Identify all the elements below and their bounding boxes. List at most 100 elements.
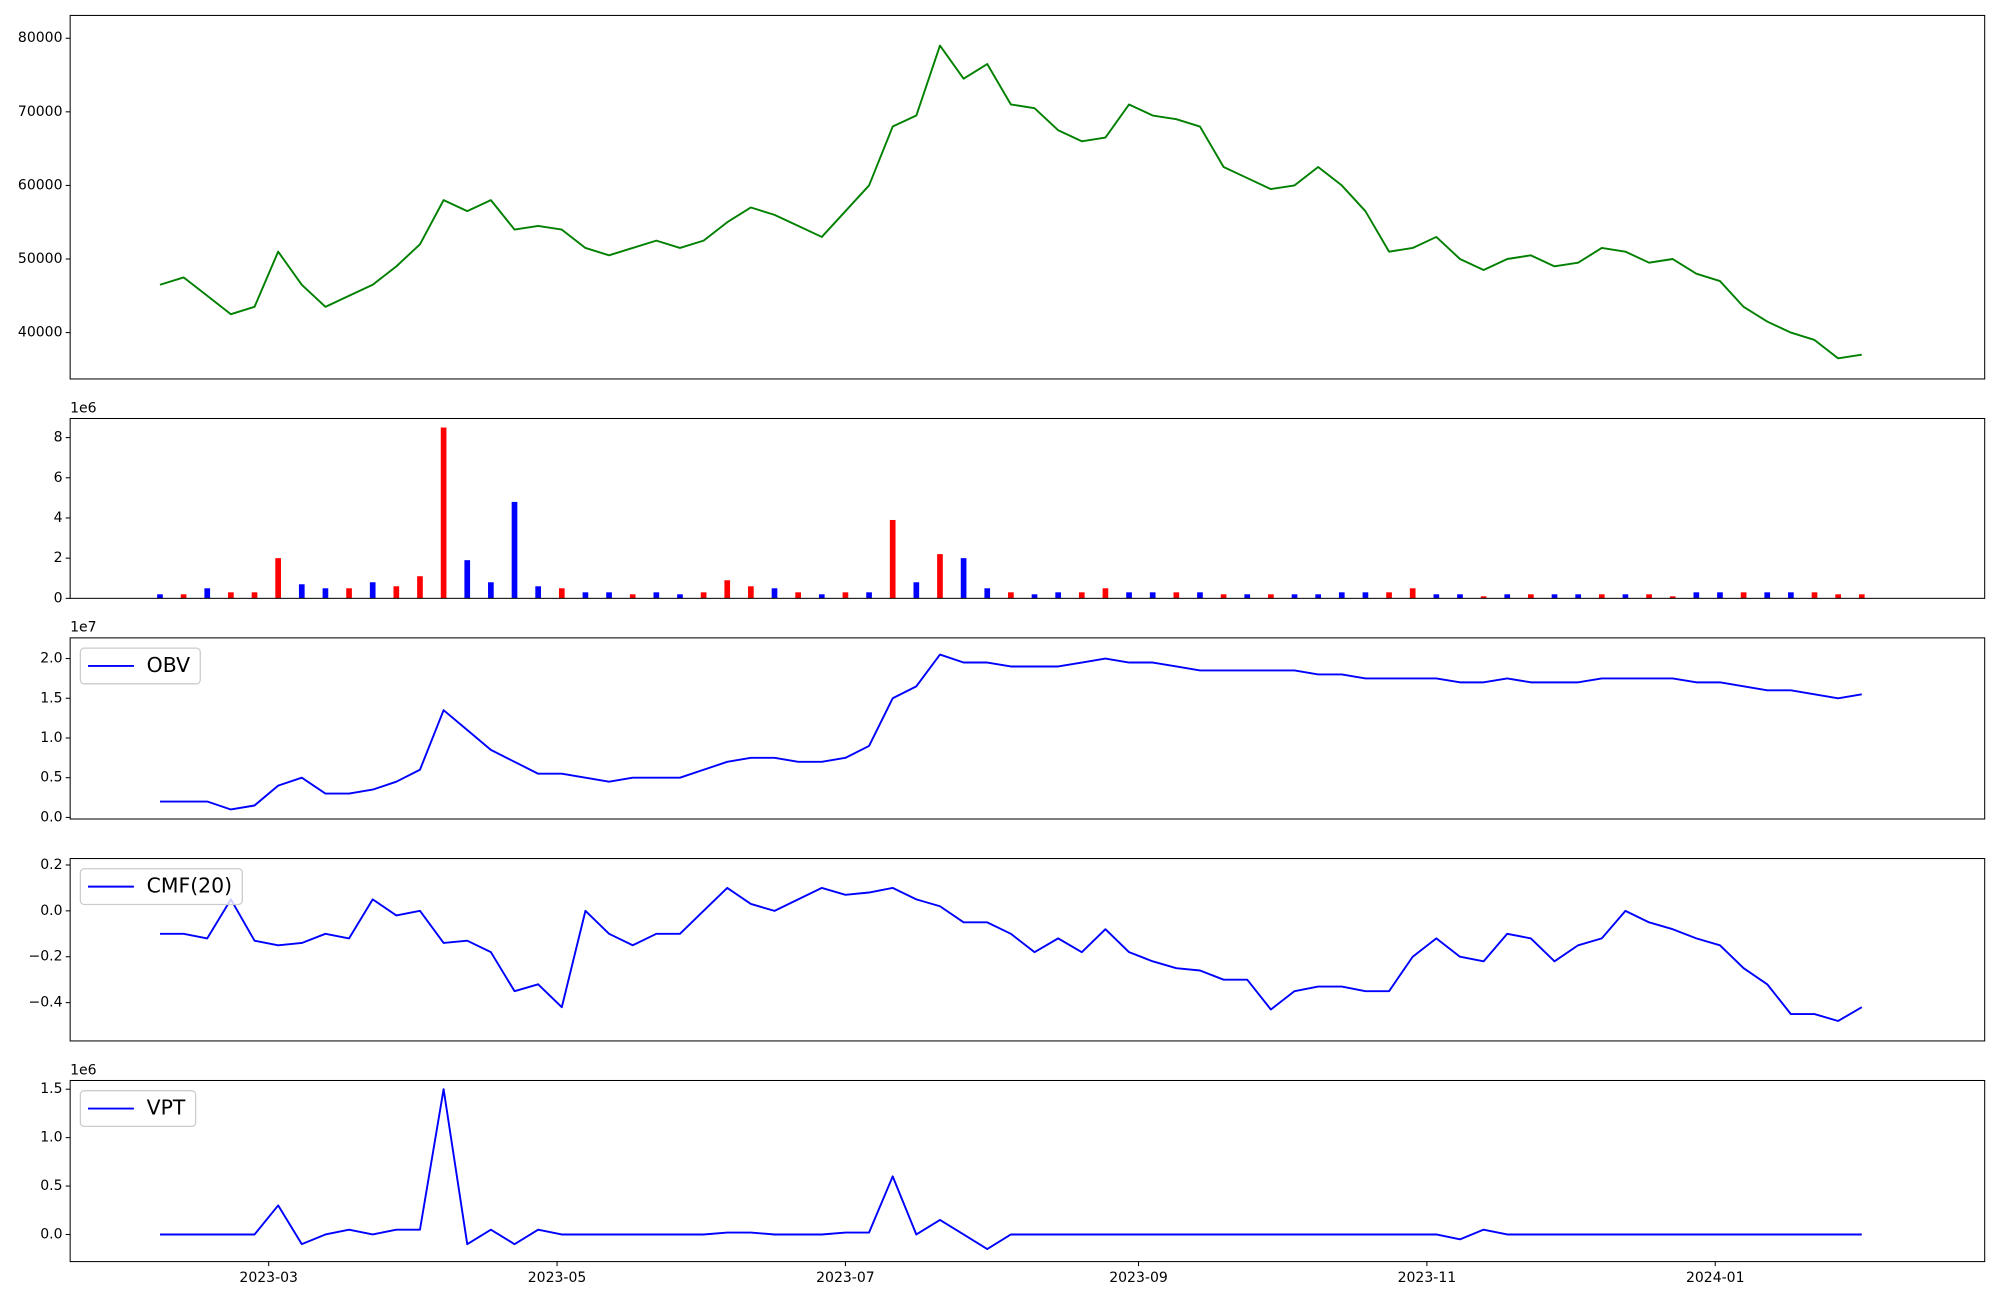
bar [984, 588, 991, 599]
bar [1528, 594, 1534, 599]
legend-box [79, 1090, 197, 1128]
bar [558, 588, 565, 599]
bar [677, 594, 683, 599]
bar [1031, 594, 1038, 599]
y-tick-label: 0.5 [40, 770, 62, 786]
line-series [159, 44, 1862, 360]
y-tick-label: 60000 [18, 177, 63, 193]
legend: VPT [79, 1090, 197, 1128]
legend-label: OBV [147, 653, 190, 677]
x-tick-label: 2023-07 [816, 1270, 875, 1286]
y-tick-label: 8 [54, 430, 63, 446]
bar [1457, 594, 1463, 599]
legend-label: VPT [147, 1096, 186, 1120]
y-tick-label: 6 [54, 470, 63, 486]
bar [369, 582, 376, 599]
bar [1788, 592, 1794, 599]
bar [1480, 596, 1487, 599]
y-tick-label: 1.5 [40, 690, 62, 706]
bar [866, 592, 872, 599]
line-series [159, 653, 1862, 811]
bar [842, 592, 849, 599]
bar [1244, 594, 1251, 599]
x-tick-label: 2023-09 [1109, 1270, 1168, 1286]
y-tick-label: 1.0 [40, 730, 62, 746]
x-tick-label: 2023-05 [528, 1270, 587, 1286]
bar [582, 592, 589, 599]
y-offset-label: 1e7 [70, 620, 96, 636]
bar [440, 427, 447, 599]
y-tick-label: 0.0 [40, 809, 62, 825]
y-offset-label: 1e6 [70, 400, 97, 416]
bar [1740, 592, 1747, 599]
bar [1622, 594, 1629, 599]
y-tick-label: 70000 [18, 104, 63, 120]
bar [511, 501, 518, 599]
bar [1835, 594, 1841, 599]
legend: CMF(20) [79, 868, 243, 906]
bar [1078, 592, 1085, 599]
bar [1433, 594, 1440, 599]
x-tick-label: 2023-11 [1398, 1270, 1457, 1286]
legend-label: CMF(20) [147, 874, 232, 898]
x-tick-label: 2024-01 [1686, 1270, 1745, 1286]
bar [748, 586, 754, 599]
bar [1646, 594, 1652, 599]
bar [346, 588, 352, 599]
bar [818, 594, 825, 599]
y-tick-label: 50000 [18, 251, 63, 267]
y-offset-label: 1e6 [70, 1062, 97, 1078]
bar [795, 592, 801, 599]
y-tick-label: 0.0 [40, 903, 62, 919]
bar [322, 588, 329, 599]
bar [937, 554, 943, 599]
y-tick-label: 0.2 [40, 857, 62, 873]
legend: OBV [79, 647, 201, 685]
bar [1291, 594, 1298, 599]
bar [1315, 594, 1321, 599]
bar [889, 519, 896, 599]
axes-frame [69, 637, 1986, 820]
bar [1551, 594, 1558, 599]
bar [228, 592, 234, 599]
bar [913, 582, 920, 599]
y-tick-label: 40000 [18, 325, 63, 341]
y-tick-label: 2.0 [40, 651, 62, 667]
y-tick-label: −0.2 [28, 949, 62, 965]
bar [653, 592, 660, 599]
bar [1717, 592, 1723, 599]
bar [1386, 592, 1392, 599]
bar [700, 592, 707, 599]
bar [1598, 594, 1605, 599]
y-tick-label: 0.0 [40, 1226, 62, 1242]
bar [1268, 594, 1274, 599]
bar [1764, 592, 1771, 599]
bar [1669, 596, 1676, 599]
legend-box [79, 868, 243, 906]
bar [1149, 592, 1156, 599]
bar [251, 592, 258, 599]
bar [1102, 588, 1109, 599]
bar [960, 558, 967, 599]
bar [1575, 594, 1581, 599]
bar [1173, 592, 1180, 599]
bar [1197, 592, 1203, 599]
x-tick-label: 2023-03 [239, 1270, 298, 1286]
bar [1811, 592, 1818, 599]
bar [464, 560, 471, 599]
bar [157, 594, 163, 599]
y-tick-label: 1.5 [40, 1081, 62, 1097]
bar [1693, 592, 1700, 599]
bar [393, 586, 400, 599]
axes-frame [69, 858, 1986, 1042]
bar [180, 594, 187, 599]
y-tick-label: 2 [54, 550, 63, 566]
bar [1055, 592, 1061, 599]
axes-frame [69, 1079, 1986, 1263]
line-series [159, 1088, 1862, 1250]
bar [488, 582, 494, 599]
y-tick-label: −0.4 [28, 995, 62, 1011]
bar [298, 584, 305, 599]
bar [1008, 592, 1014, 599]
